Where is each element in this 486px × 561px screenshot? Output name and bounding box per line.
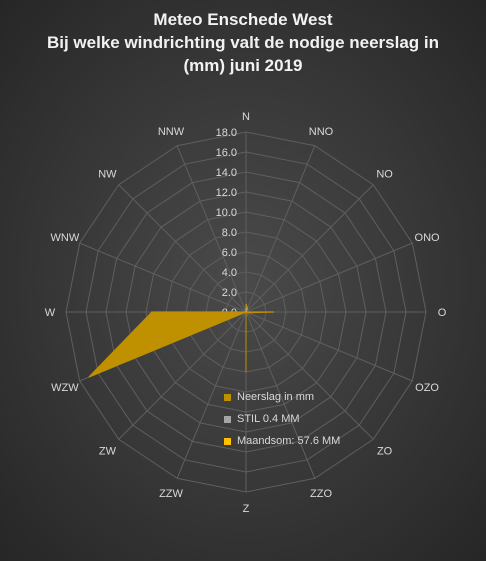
grid-spoke bbox=[245, 145, 316, 313]
legend-swatch-maandsom bbox=[224, 437, 231, 445]
grid-spoke bbox=[79, 242, 247, 313]
radial-tick-label: 4.0 bbox=[222, 267, 237, 279]
legend-label-maandsom: Maandsom: 57.6 MM bbox=[237, 435, 341, 447]
radial-tick-label: 10.0 bbox=[216, 207, 237, 219]
grid-spoke bbox=[245, 311, 316, 479]
legend-item-stil: STIL 0.4 MM bbox=[224, 408, 340, 430]
category-label-zw: ZW bbox=[99, 446, 117, 458]
category-label-w: W bbox=[45, 307, 56, 319]
radial-tick-label: 12.0 bbox=[216, 187, 237, 199]
grid-spoke bbox=[176, 311, 247, 479]
category-label-wzw: WZW bbox=[51, 382, 79, 394]
category-label-nw: NW bbox=[98, 168, 117, 180]
radial-tick-label: 6.0 bbox=[222, 247, 237, 259]
radial-tick-label: 14.0 bbox=[216, 167, 237, 179]
grid-spoke bbox=[176, 145, 247, 313]
legend-label-stil: STIL 0.4 MM bbox=[237, 413, 300, 425]
grid-spoke bbox=[245, 311, 374, 440]
legend-item-maandsom: Maandsom: 57.6 MM bbox=[224, 430, 340, 452]
grid-spoke bbox=[118, 311, 247, 440]
grid-spoke bbox=[245, 242, 413, 313]
grid-spoke bbox=[118, 184, 247, 313]
category-label-z: Z bbox=[243, 503, 250, 515]
legend-label-neerslag: Neerslag in mm bbox=[237, 391, 315, 403]
category-label-zzo: ZZO bbox=[310, 488, 332, 500]
category-label-zzw: ZZW bbox=[159, 488, 183, 500]
legend: Neerslag in mm STIL 0.4 MM Maandsom: 57.… bbox=[224, 386, 340, 452]
category-label-nno: NNO bbox=[309, 126, 334, 138]
grid-spoke bbox=[245, 311, 413, 382]
category-label-wnw: WNW bbox=[51, 232, 80, 244]
category-label-n: N bbox=[242, 111, 250, 123]
series-area-0 bbox=[88, 303, 275, 378]
radial-tick-label: 18.0 bbox=[216, 127, 237, 139]
category-label-ono: ONO bbox=[415, 232, 441, 244]
chart-title-line-2: Bij welke windrichting valt de nodige ne… bbox=[46, 33, 440, 52]
grid-spoke bbox=[245, 184, 374, 313]
chart-title-line-3: (mm) juni 2019 bbox=[183, 56, 303, 75]
radial-tick-label: 16.0 bbox=[216, 147, 237, 159]
radial-tick-label: 2.0 bbox=[222, 287, 237, 299]
category-label-no: NO bbox=[376, 168, 393, 180]
category-label-ozo: OZO bbox=[415, 382, 439, 394]
radial-tick-label: 8.0 bbox=[222, 227, 237, 239]
legend-swatch-neerslag bbox=[224, 393, 231, 401]
legend-item-neerslag: Neerslag in mm bbox=[224, 386, 340, 408]
category-label-zo: ZO bbox=[377, 446, 393, 458]
chart-title-line-1: Meteo Enschede West bbox=[153, 10, 333, 29]
legend-swatch-stil bbox=[224, 415, 231, 423]
category-label-o: O bbox=[438, 307, 447, 319]
category-label-nnw: NNW bbox=[158, 126, 185, 138]
